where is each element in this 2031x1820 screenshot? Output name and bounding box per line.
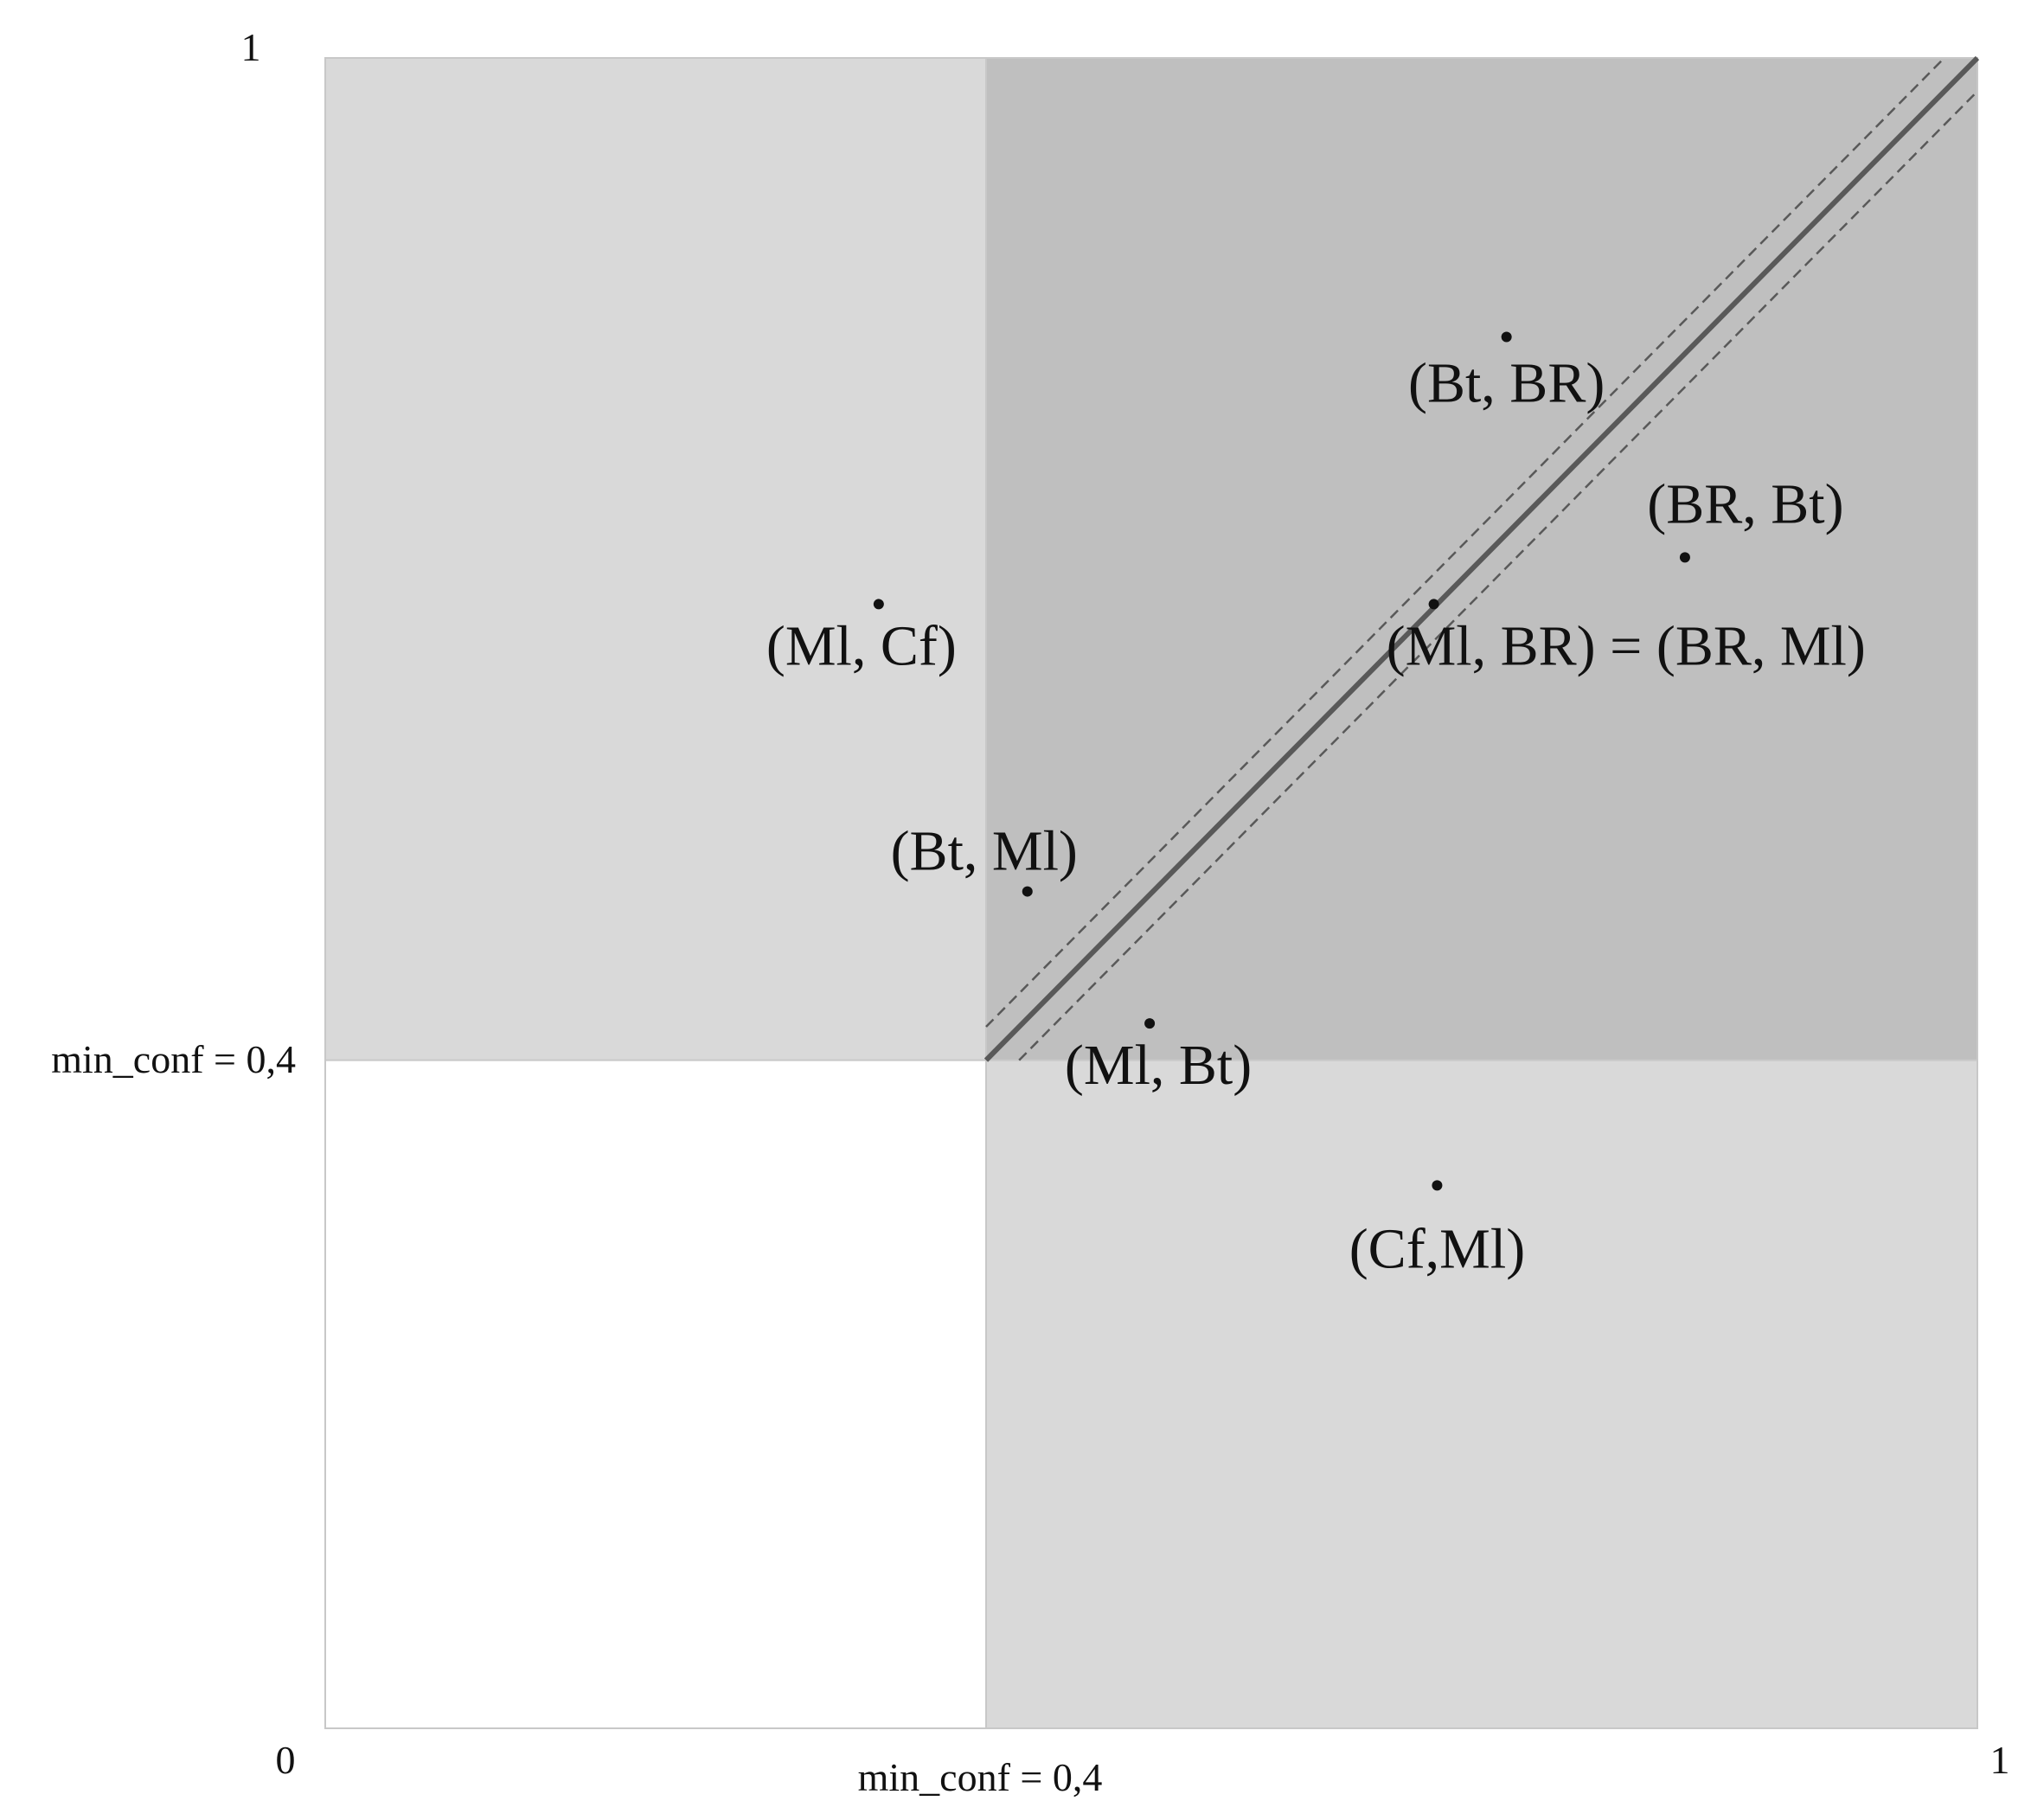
point-label: (Cf,Ml) [1349, 1217, 1525, 1280]
point-marker [1679, 552, 1690, 563]
point-marker [1432, 1180, 1443, 1191]
region-bottom-left [325, 1060, 986, 1728]
point-label: (Ml, Cf) [766, 614, 957, 677]
point-marker [873, 599, 884, 610]
y-tick-top-label: 1 [241, 25, 261, 69]
point-marker [1022, 886, 1033, 897]
y-threshold-label: min_conf = 0,4 [51, 1037, 296, 1081]
point-label: (BR, Bt) [1647, 472, 1843, 535]
diagonal-line [983, 55, 1980, 1062]
region-bottom-right [986, 1060, 1977, 1728]
point-label: (Ml, Bt) [1065, 1034, 1252, 1097]
point-label: (Bt, BR) [1408, 351, 1605, 414]
x-threshold-label: min_conf = 0,4 [858, 1755, 1103, 1799]
point-marker [1144, 1018, 1156, 1029]
x-tick-right-label: 1 [1990, 1738, 2010, 1782]
diagonal-layer [983, 55, 1980, 1062]
diagonal-lower-band [1018, 90, 1978, 1061]
point-label: (Bt, Ml) [891, 820, 1078, 883]
diagonal-upper-band [985, 57, 1945, 1028]
origin-label: 0 [276, 1738, 296, 1782]
plot-border [324, 57, 1978, 1729]
point-label: (Ml, BR) = (BR, Ml) [1387, 614, 1866, 677]
point-marker [1501, 331, 1512, 343]
points-layer: (Bt, BR) (BR, Bt) (Ml, Cf) (Ml, BR) = (BR, … [766, 331, 1866, 1280]
point-marker [1428, 599, 1439, 610]
region-top-left [325, 58, 986, 1061]
